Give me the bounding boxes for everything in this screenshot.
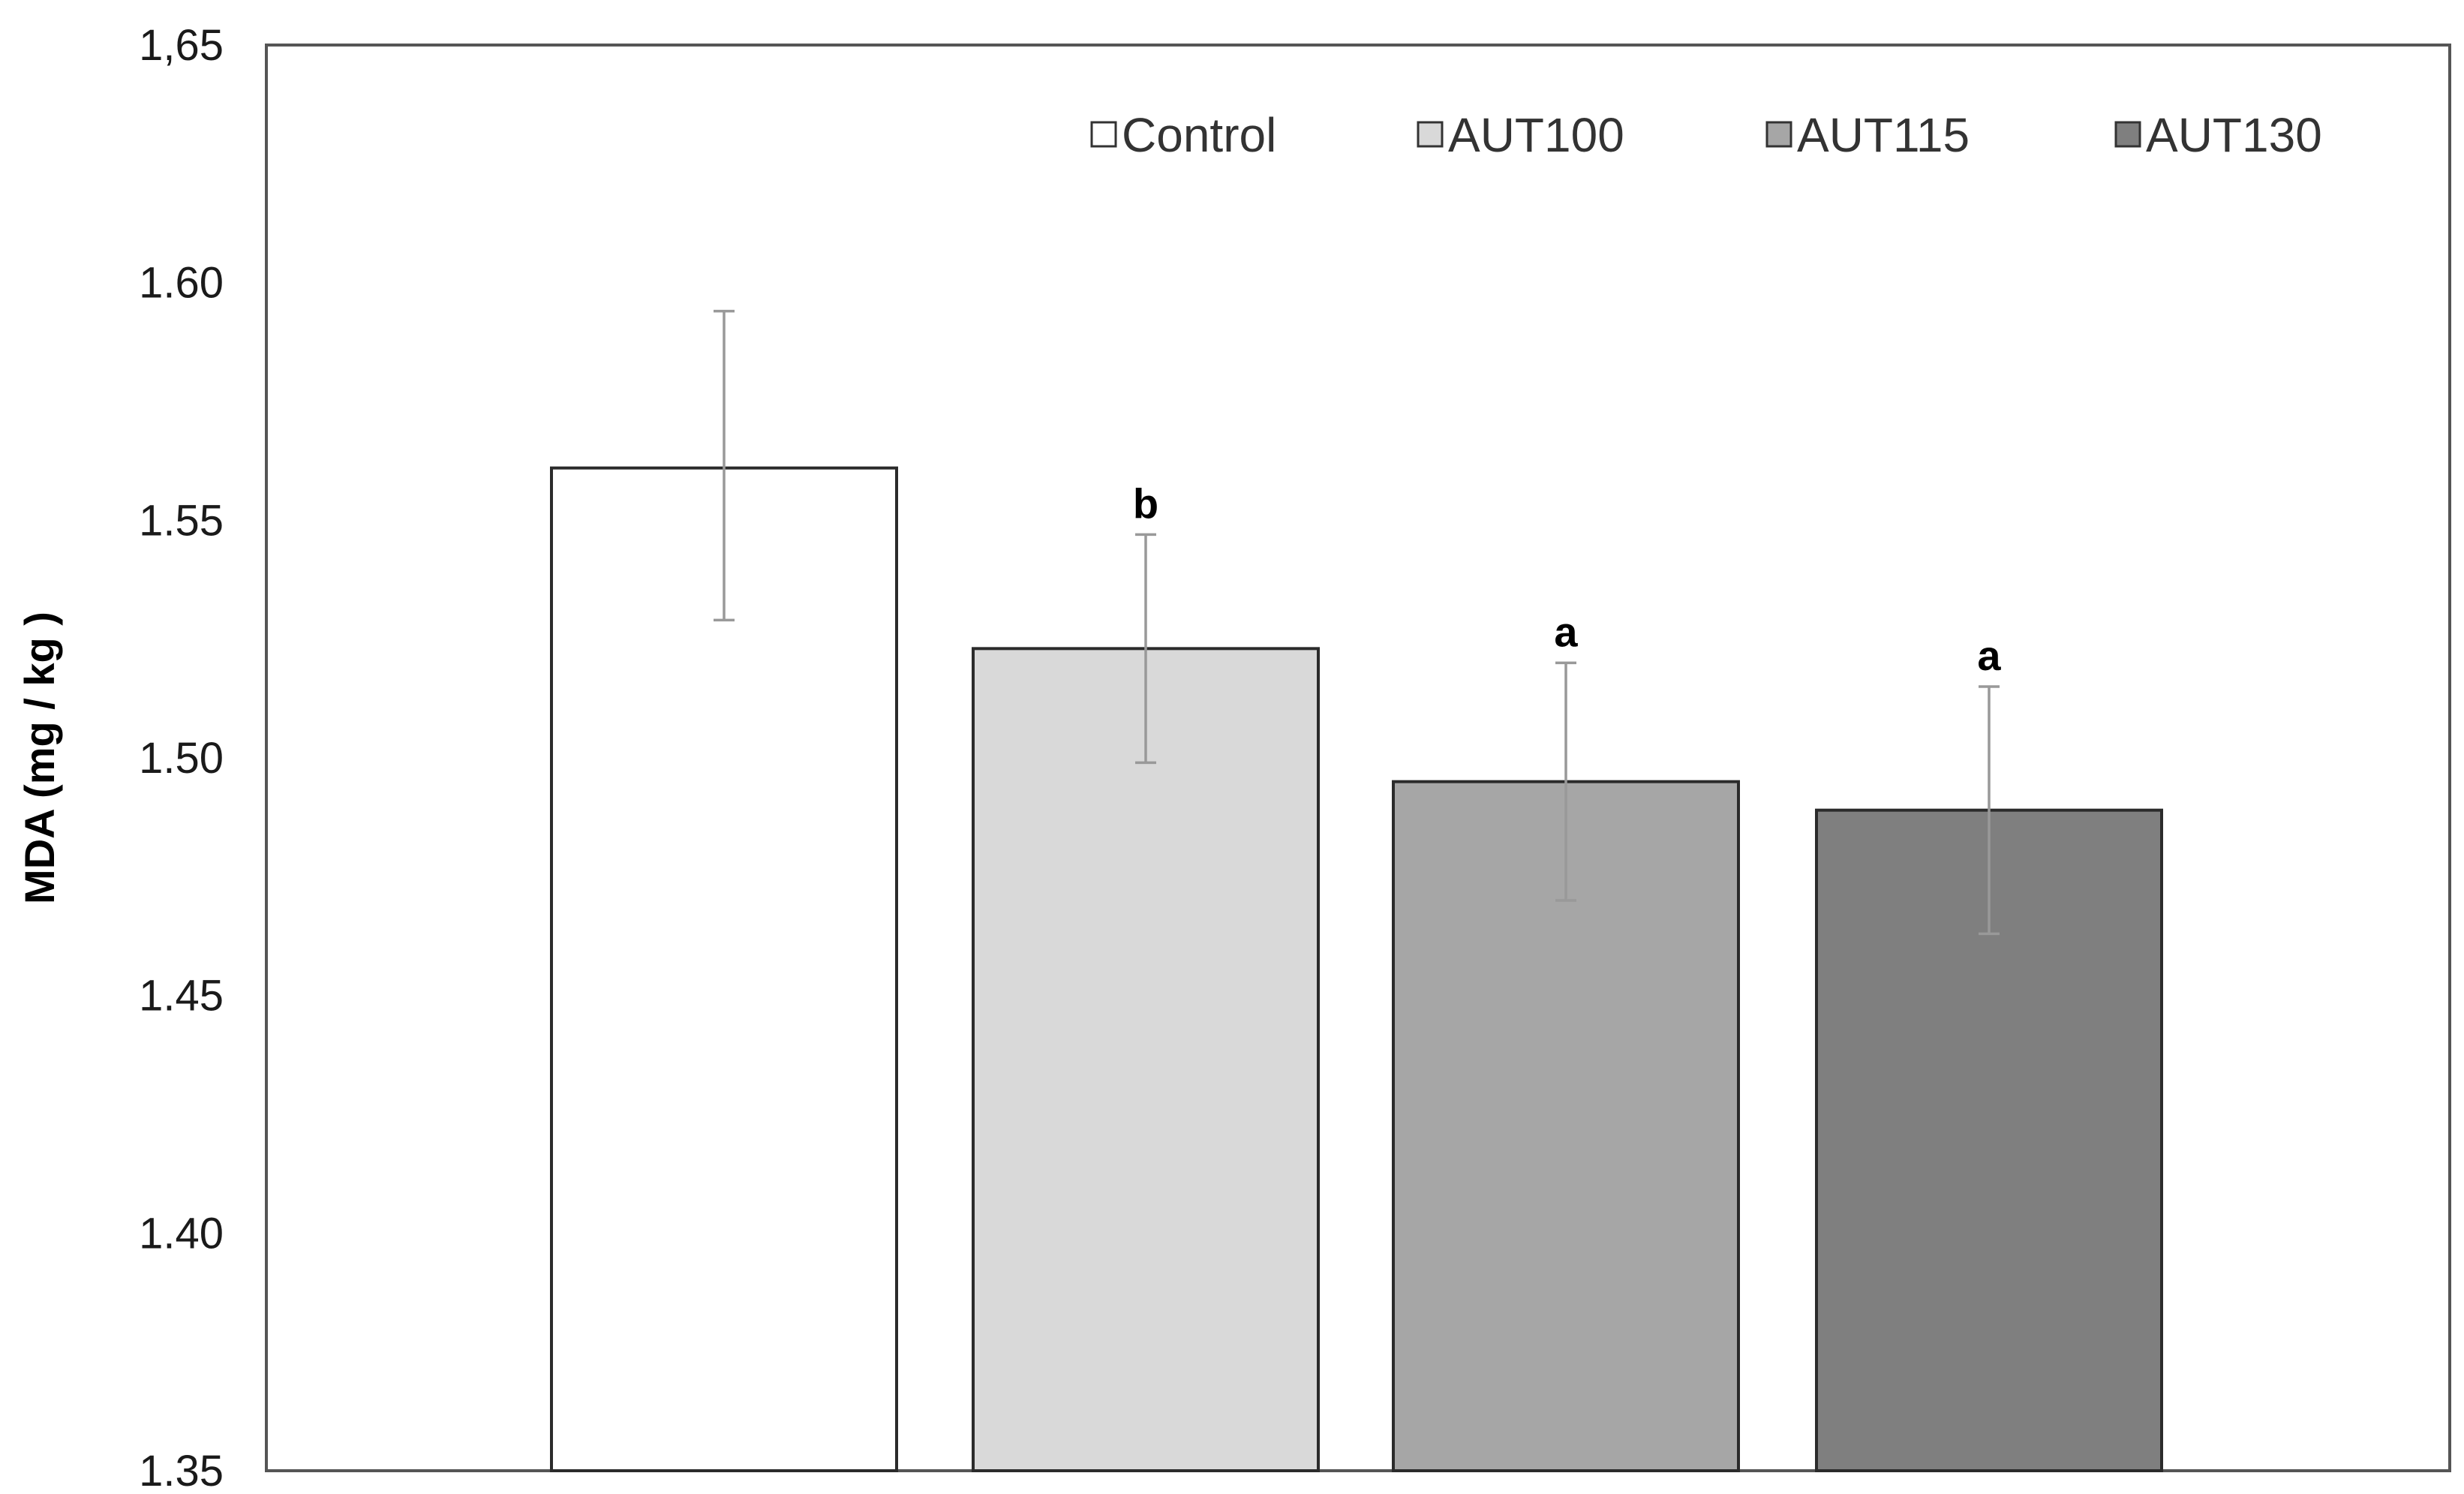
y-axis-title: MDA (mg / kg ) bbox=[16, 612, 63, 904]
error-bar bbox=[1135, 533, 1156, 765]
significance-label: b bbox=[1133, 479, 1158, 527]
legend-label: AUT115 bbox=[1797, 108, 1970, 162]
y-tick-label: 1.35 bbox=[139, 1447, 224, 1494]
y-tick-label: 1.60 bbox=[139, 259, 224, 308]
bar-aut100 bbox=[972, 647, 1320, 1472]
error-bar bbox=[1979, 685, 2000, 936]
legend-label: Control bbox=[1122, 108, 1276, 162]
y-tick-label: 1.50 bbox=[139, 734, 224, 783]
legend-swatch bbox=[1417, 121, 1444, 148]
error-bar bbox=[1555, 661, 1576, 902]
y-tick-label: 1.40 bbox=[139, 1209, 224, 1258]
legend-swatch bbox=[1765, 121, 1792, 148]
error-bar bbox=[714, 309, 735, 622]
legend-swatch bbox=[1090, 121, 1117, 148]
error-bars bbox=[714, 309, 2000, 936]
significance-label: a bbox=[1554, 608, 1578, 655]
y-tick-label: 1.45 bbox=[139, 972, 224, 1021]
legend: Control AUT100 AUT115 AUT130 bbox=[1090, 108, 2322, 162]
significance-labels: b a a bbox=[1133, 479, 2002, 679]
y-axis-ticks: 1.35 1.40 1.45 1.50 1.55 1.60 1,65 bbox=[139, 21, 224, 1494]
legend-label: AUT130 bbox=[2146, 108, 2322, 162]
legend-item-aut130: AUT130 bbox=[2114, 108, 2322, 162]
significance-label: a bbox=[1977, 632, 2001, 679]
bar-control bbox=[550, 466, 898, 1473]
legend-item-aut115: AUT115 bbox=[1765, 108, 1970, 162]
legend-item-control: Control bbox=[1090, 108, 1276, 162]
legend-label: AUT100 bbox=[1448, 108, 1624, 162]
y-tick-label: 1.55 bbox=[139, 496, 224, 545]
y-tick-label: 1,65 bbox=[139, 21, 224, 70]
legend-swatch bbox=[2114, 121, 2141, 148]
legend-item-aut100: AUT100 bbox=[1417, 108, 1624, 162]
